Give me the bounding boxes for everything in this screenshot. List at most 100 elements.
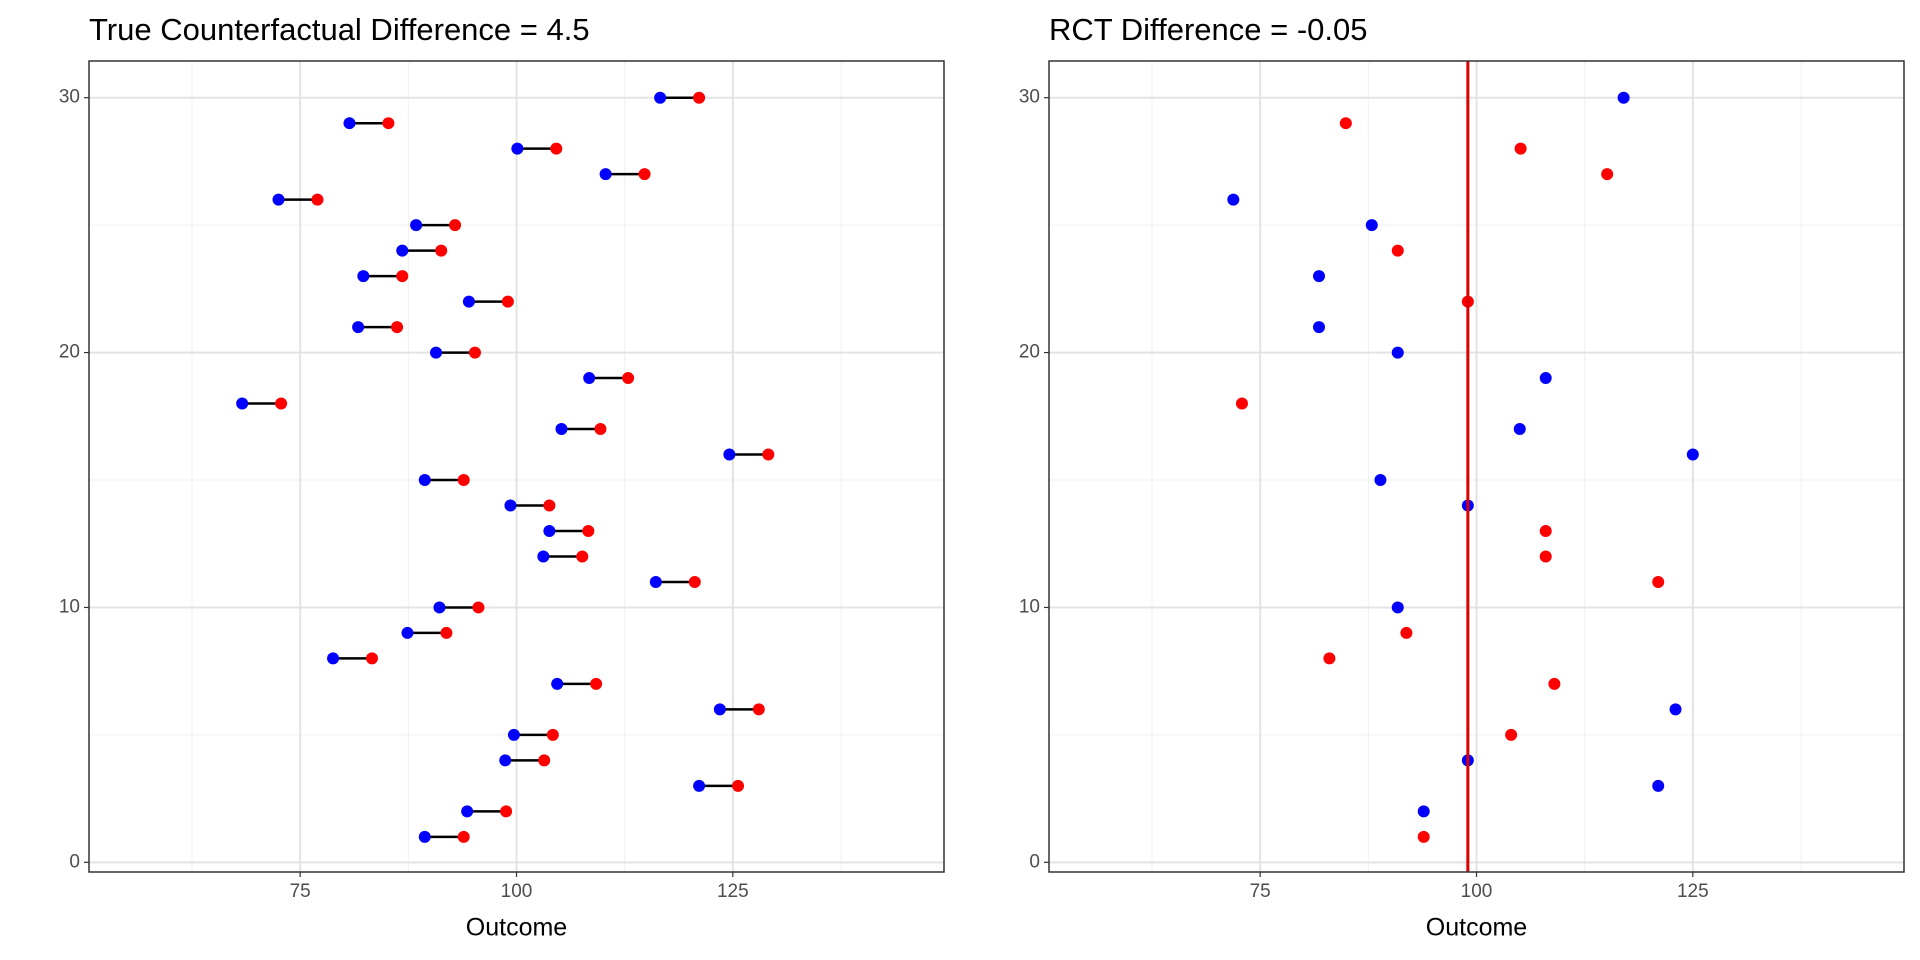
point	[713, 703, 726, 716]
point	[693, 91, 706, 104]
y-tick-label: 30	[1019, 87, 1040, 108]
x-axis-label: Outcome	[466, 914, 567, 942]
panel-border	[88, 60, 945, 873]
x-tick-label: 125	[717, 881, 749, 902]
point	[365, 652, 378, 665]
point	[418, 474, 431, 487]
point	[1365, 219, 1378, 232]
y-tick-label: 20	[59, 342, 80, 363]
x-axis-label: Outcome	[1426, 914, 1527, 942]
point	[1313, 270, 1325, 283]
point	[275, 397, 288, 410]
point	[538, 754, 551, 767]
point	[440, 626, 453, 639]
point	[723, 448, 736, 461]
point	[272, 193, 285, 206]
y-tick-label: 0	[1029, 851, 1040, 872]
chart-title: RCT Difference = -0.05	[1049, 12, 1367, 47]
point	[543, 499, 556, 512]
point	[649, 575, 662, 588]
point	[732, 779, 745, 792]
point	[555, 423, 568, 436]
point	[500, 805, 513, 818]
point	[688, 575, 701, 588]
x-tick-label: 75	[290, 881, 311, 902]
point	[357, 270, 370, 283]
point	[457, 830, 470, 843]
point	[1601, 168, 1614, 181]
point	[752, 703, 765, 716]
point	[1669, 703, 1682, 716]
point	[594, 423, 607, 436]
point	[1391, 244, 1404, 257]
point	[461, 805, 474, 818]
x-tick-label: 75	[1250, 881, 1271, 902]
point	[654, 91, 667, 104]
point	[762, 448, 775, 461]
point	[343, 117, 356, 130]
point	[1417, 830, 1430, 843]
point	[583, 372, 596, 385]
point	[311, 193, 324, 206]
point	[410, 219, 423, 232]
y-tick-label: 0	[69, 851, 80, 872]
point	[1323, 652, 1336, 665]
point	[1539, 524, 1552, 537]
point	[1313, 321, 1325, 334]
x-tick-label: 100	[1461, 881, 1493, 902]
point	[511, 142, 524, 155]
point	[468, 346, 481, 359]
point	[1652, 779, 1665, 792]
x-tick-label: 125	[1677, 881, 1709, 902]
point	[1391, 346, 1404, 359]
y-tick-label: 10	[1019, 596, 1040, 617]
panel-border	[1048, 60, 1905, 873]
point	[590, 677, 603, 690]
point	[1548, 677, 1561, 690]
point	[507, 728, 520, 741]
point	[1339, 117, 1352, 130]
point	[401, 626, 414, 639]
point	[396, 244, 409, 257]
chart-title: True Counterfactual Difference = 4.5	[89, 12, 590, 47]
point	[1227, 193, 1240, 206]
point	[537, 550, 550, 563]
y-tick-label: 30	[59, 87, 80, 108]
point	[418, 830, 431, 843]
point	[1505, 728, 1518, 741]
point	[1539, 372, 1552, 385]
point	[576, 550, 589, 563]
point	[391, 321, 404, 334]
point	[622, 372, 635, 385]
point	[499, 754, 512, 767]
point	[352, 321, 365, 334]
point	[501, 295, 514, 308]
point	[1235, 397, 1248, 410]
point	[1652, 575, 1665, 588]
point	[1617, 91, 1630, 104]
point	[472, 601, 485, 614]
point	[430, 346, 443, 359]
x-tick-label: 100	[501, 881, 533, 902]
point	[462, 295, 475, 308]
point	[693, 779, 706, 792]
point	[382, 117, 395, 130]
point	[1374, 474, 1387, 487]
point	[1391, 601, 1404, 614]
point	[599, 168, 612, 181]
point	[504, 499, 517, 512]
point	[236, 397, 249, 410]
point	[396, 270, 409, 283]
point	[1686, 448, 1699, 461]
point	[1514, 142, 1527, 155]
point	[638, 168, 651, 181]
point	[550, 142, 563, 155]
point	[543, 524, 556, 537]
point	[1539, 550, 1552, 563]
point	[457, 474, 470, 487]
point	[546, 728, 559, 741]
point	[449, 219, 462, 232]
point	[1417, 805, 1430, 818]
y-tick-label: 20	[1019, 342, 1040, 363]
